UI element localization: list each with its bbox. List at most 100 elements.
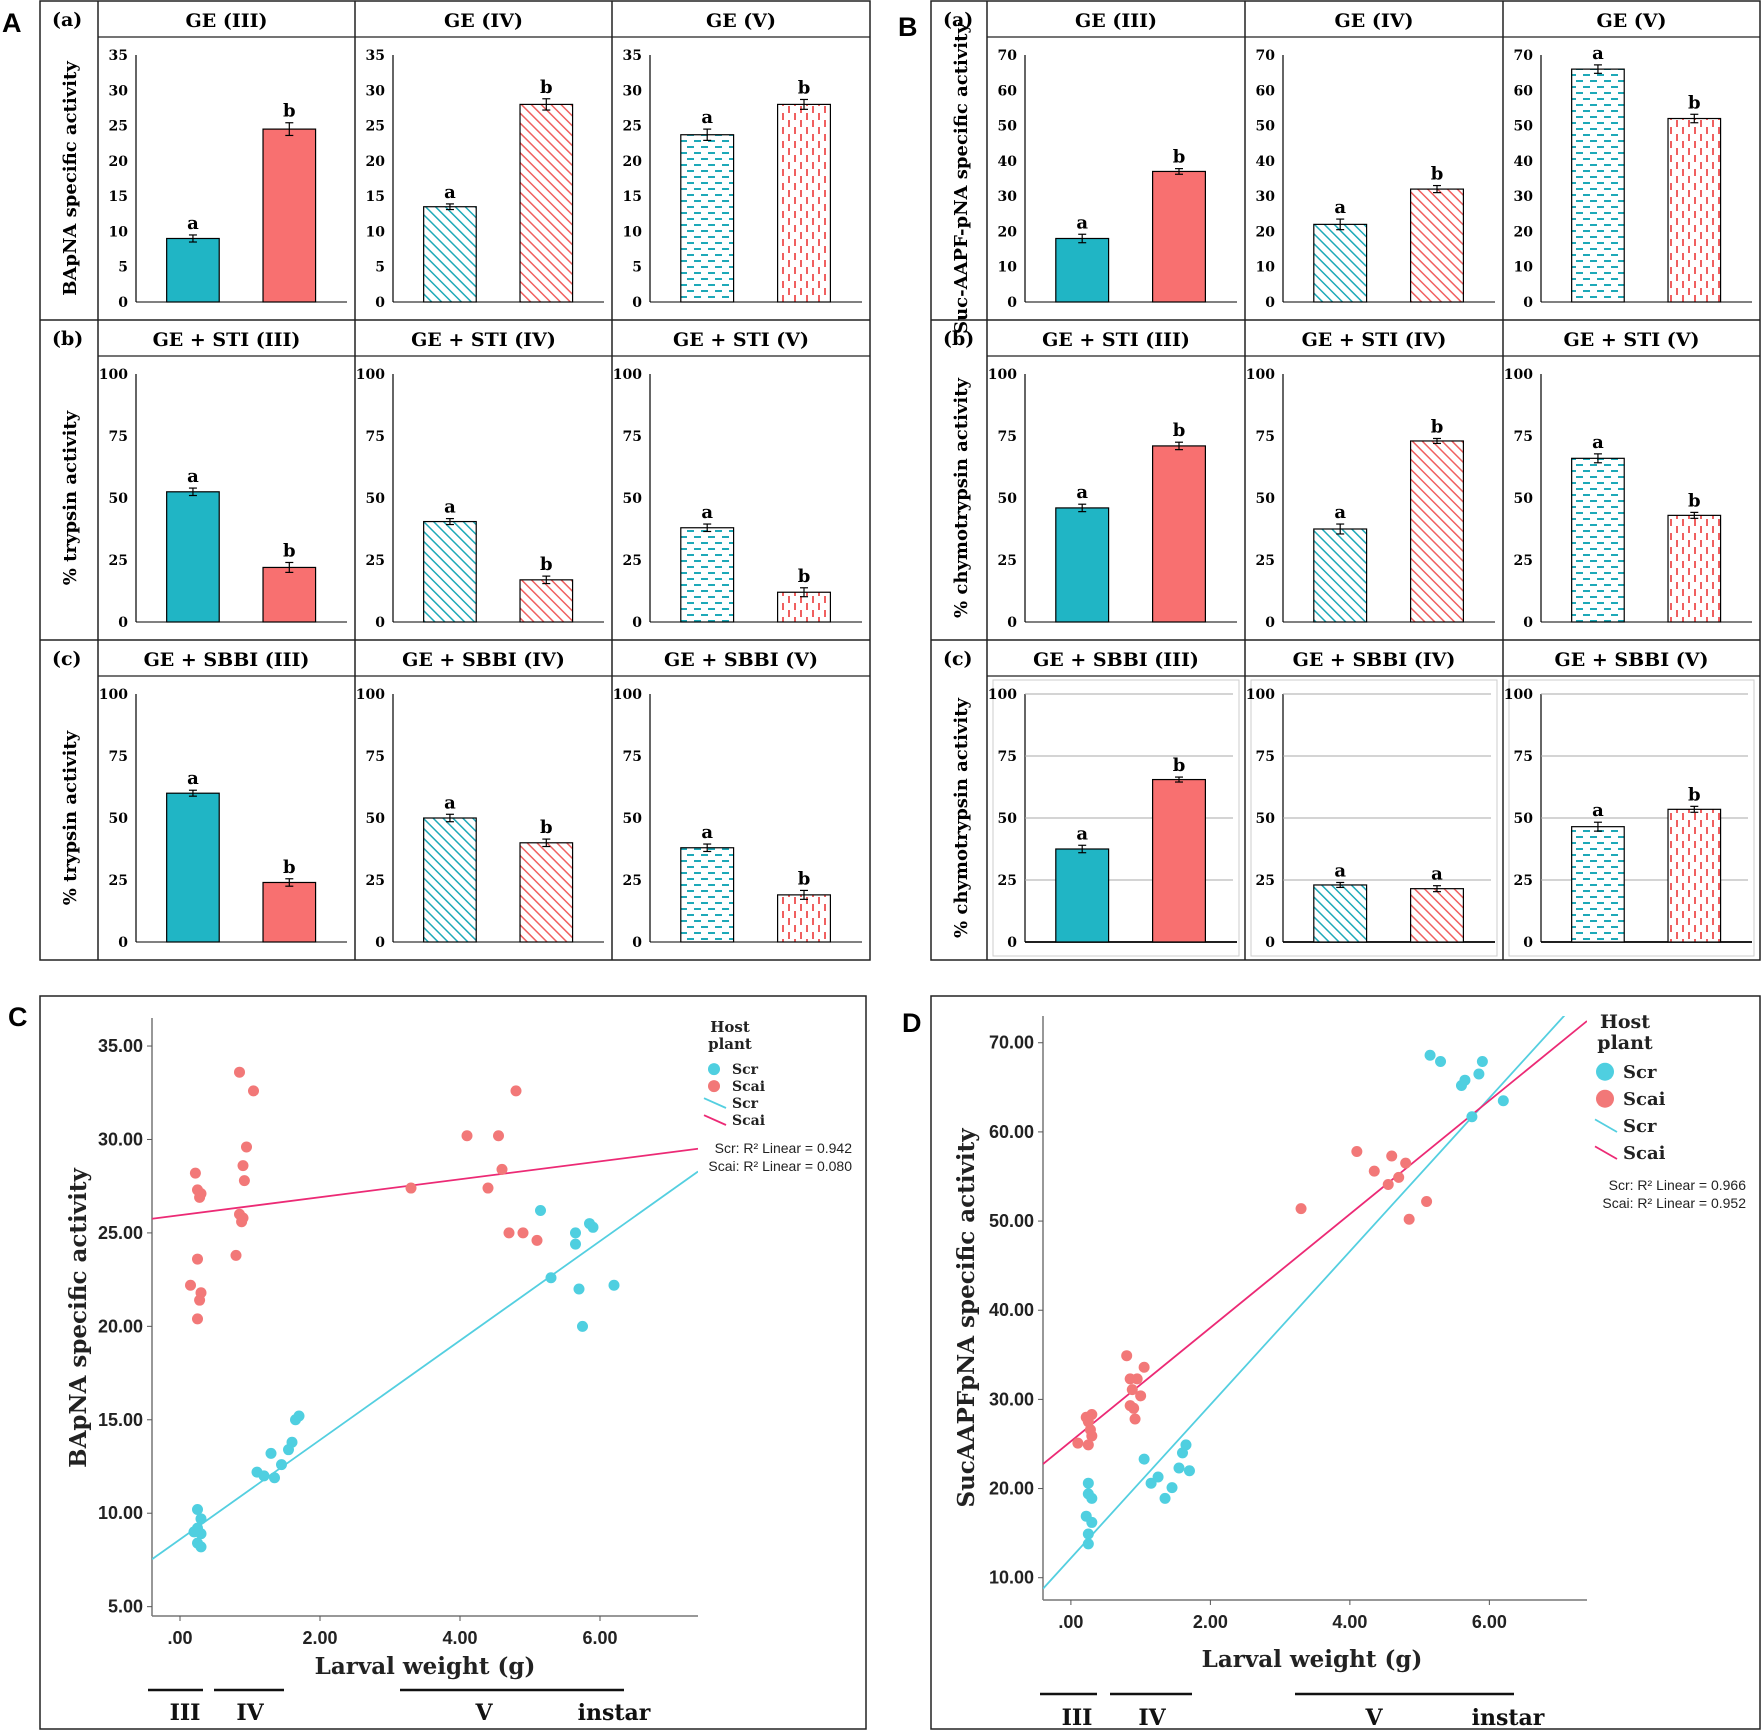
panel-b-tick-label: 30: [1514, 189, 1534, 205]
panel-b-tick-label: 40: [998, 154, 1018, 170]
panel-a-cell-title: GE + SBBI (V): [664, 649, 818, 671]
panel-d-r2-text: Scr: R² Linear = 0.966: [1609, 1177, 1747, 1193]
panel-a-tick-label: 15: [366, 189, 385, 205]
panel-c-legend-line: [703, 1097, 727, 1109]
panel-b-tick-label: 0: [1523, 935, 1533, 951]
panel-b-sig-letter: a: [1076, 482, 1088, 503]
panel-b-tick-label: 100: [988, 687, 1017, 703]
panel-a-bar: [776, 894, 831, 943]
panel-a-bar: [166, 237, 220, 303]
panel-a-tick-label: 15: [109, 189, 128, 205]
panel-d-point-scr: [1082, 1477, 1094, 1489]
panel-c-legend-label: Scai: [732, 1113, 765, 1129]
panel-d-point-scr: [1082, 1538, 1094, 1550]
panel-a-sig-letter: a: [701, 107, 713, 128]
panel-b-tick-label: 60: [998, 83, 1018, 99]
panel-a-tick-label: 10: [623, 224, 643, 240]
panel-b-tick-label: 0: [1523, 615, 1533, 631]
panel-a-sig-letter: a: [701, 502, 713, 523]
panel-c-point-scai: [185, 1279, 196, 1291]
panel-d-point-scai: [1129, 1413, 1141, 1425]
panel-b-tick-label: 75: [1514, 429, 1533, 445]
panel-b-tick-label: 50: [998, 119, 1018, 135]
panel-d-point-scr: [1476, 1055, 1488, 1067]
panel-b-inner-box: [1250, 679, 1498, 957]
panel-d-point-scai: [1086, 1409, 1098, 1421]
panel-c-legend-line: [703, 1114, 727, 1126]
panel-b-bar: [1409, 888, 1464, 943]
panel-a-tick-label: 5: [118, 260, 128, 276]
panel-b-ylabel: % chymotrypsin activity: [951, 697, 972, 937]
panel-b-bar: [1313, 528, 1368, 623]
panel-a-tick-label: 0: [375, 935, 385, 951]
panel-c-point-scr: [573, 1283, 585, 1295]
panel-d-legend-marker: [1596, 1062, 1614, 1081]
panel-c-point-scai: [405, 1182, 417, 1194]
panel-b-sig-letter: b: [1688, 784, 1701, 805]
panel-b-tick-label: 50: [998, 491, 1018, 507]
panel-c-r2-text: Scai: R² Linear = 0.080: [708, 1158, 852, 1174]
panel-d-point-scr: [1166, 1482, 1178, 1494]
panel-b-cell-title: GE (IV): [1335, 10, 1414, 32]
panel-d-point-scr: [1183, 1465, 1195, 1477]
panel-a-tick-label: 25: [623, 553, 642, 569]
panel-c-point-scr: [195, 1541, 207, 1553]
panel-b-tick-label: 0: [1523, 295, 1533, 311]
panel-d-point-scr: [1497, 1095, 1509, 1107]
panel-a-tick-label: 25: [109, 553, 128, 569]
panel-a-tick-label: 15: [623, 189, 642, 205]
panel-d-y-tick-label: 70.00: [989, 1033, 1034, 1053]
panel-b-ylabel: % chymotrypsin activity: [951, 377, 972, 617]
panel-d-legend-label: Scr: [1623, 1116, 1657, 1137]
panel-a-tick-label: 100: [613, 367, 642, 383]
panel-d-point-scai: [1086, 1430, 1098, 1442]
panel-a-bar: [262, 566, 317, 623]
panel-a-tick-label: 75: [109, 749, 128, 765]
panel-a-sig-letter: a: [444, 182, 456, 203]
panel-d-r2-text: Scai: R² Linear = 0.952: [1602, 1195, 1746, 1211]
panel-d-legend-title: Host: [1600, 1011, 1650, 1033]
panel-b-tick-label: 10: [998, 260, 1018, 276]
panel-b-cell-title: GE + SBBI (III): [1033, 649, 1199, 671]
panel-d-point-scr: [1086, 1516, 1098, 1528]
panel-b-tick-label: 10: [1514, 260, 1534, 276]
panel-b-tick-label: 50: [1514, 811, 1534, 827]
panel-b-tick-label: 25: [1256, 553, 1275, 569]
panel-c-fit-lines: [152, 1147, 698, 1560]
panel-a-tick-label: 75: [366, 749, 385, 765]
panel-b-sig-letter: a: [1592, 800, 1604, 821]
panel-a-cell-title: GE + STI (III): [153, 329, 301, 351]
panel-d-point-scai: [1403, 1213, 1415, 1225]
panel-a-sig-letter: b: [540, 817, 553, 838]
panel-a-sig-letter: b: [798, 566, 811, 587]
panel-d-point-scai: [1082, 1439, 1094, 1451]
panel-c-point-scr: [608, 1279, 620, 1291]
panel-d-instar-label: instar: [1472, 1705, 1545, 1731]
panel-d-point-scr: [1466, 1111, 1478, 1123]
panel-a-bar: [262, 128, 317, 303]
panel-d-x-tick-label: 6.00: [1472, 1612, 1507, 1632]
panel-a-tick-label: 0: [375, 615, 385, 631]
panel-c-point-scr: [293, 1410, 305, 1422]
panel-c-point-scr: [269, 1472, 280, 1484]
panel-a-bar: [262, 881, 317, 943]
panel-b-tick-label: 70: [998, 48, 1018, 64]
panel-d-legend-line: [1594, 1145, 1618, 1160]
panel-d-x-tick-label: 2.00: [1193, 1612, 1228, 1632]
panel-d-point-scr: [1138, 1453, 1150, 1465]
panel-a-cell-title: GE + SBBI (IV): [402, 649, 565, 671]
panel-d-y-tick-label: 40.00: [989, 1300, 1034, 1320]
panel-a-sig-letter: a: [444, 497, 456, 518]
panel-a-tick-label: 30: [109, 83, 129, 99]
panel-a-bar: [680, 527, 735, 623]
panel-a-frame: [39, 0, 871, 961]
panel-b-bar: [1313, 884, 1368, 943]
panel-c-point-scai: [236, 1216, 248, 1228]
panel-b-tick-label: 25: [998, 873, 1017, 889]
panel-b-bar: [1151, 778, 1206, 943]
panel-c-y-tick-label: 10.00: [98, 1503, 143, 1523]
panel-b-sig-letter: b: [1431, 416, 1444, 437]
panel-c-x-tick-label: 2.00: [302, 1628, 337, 1648]
panel-c-point-scai: [192, 1253, 203, 1265]
panel-c-x-tick-label: 4.00: [442, 1628, 477, 1648]
